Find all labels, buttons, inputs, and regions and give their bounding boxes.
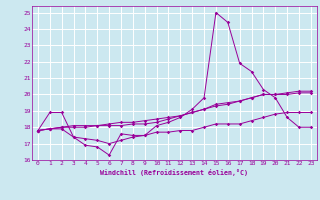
X-axis label: Windchill (Refroidissement éolien,°C): Windchill (Refroidissement éolien,°C) [100,169,248,176]
